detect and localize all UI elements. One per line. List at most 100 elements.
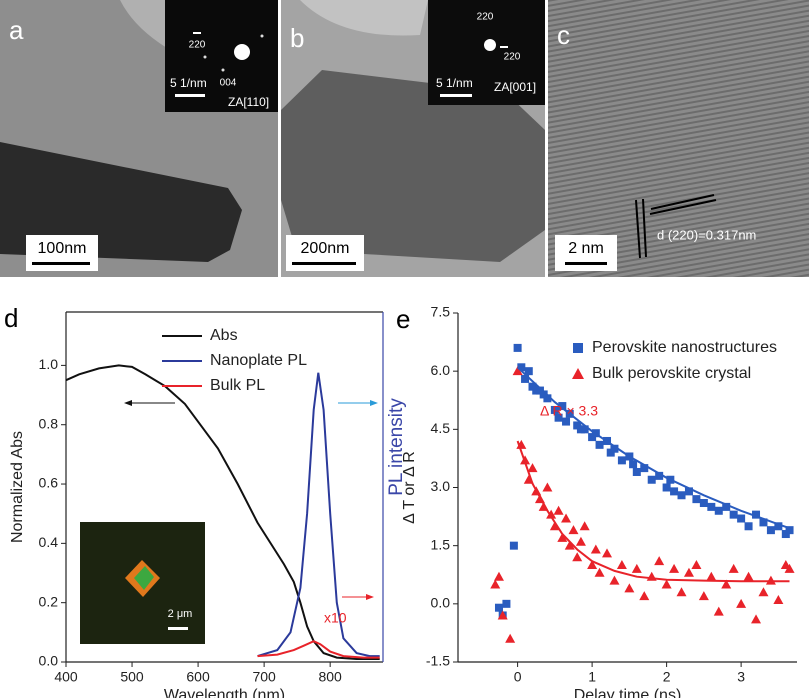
scale-label: 2 nm bbox=[568, 240, 604, 257]
x-tick-label: 3 bbox=[737, 669, 745, 685]
data-point bbox=[602, 548, 612, 557]
diffraction-spot bbox=[484, 39, 496, 51]
zone-axis: ZA[001] bbox=[494, 80, 536, 94]
figure: 220 004 5 1/nm ZA[110] 100nm a 220 220 5… bbox=[0, 0, 809, 698]
data-point bbox=[490, 579, 500, 588]
panel-label: e bbox=[396, 304, 410, 334]
data-point bbox=[595, 568, 605, 577]
scale-bar bbox=[565, 262, 607, 265]
scale-bar bbox=[440, 94, 472, 97]
y-tick-label: 0.2 bbox=[39, 593, 59, 609]
scale-bar bbox=[32, 262, 90, 265]
data-point bbox=[494, 572, 504, 581]
d-spacing: d (220)=0.317nm bbox=[657, 227, 756, 242]
data-point bbox=[648, 476, 656, 484]
x-tick-label: 1 bbox=[588, 669, 596, 685]
diffraction-spot bbox=[234, 44, 250, 60]
data-point bbox=[773, 595, 783, 604]
legend-swatch bbox=[573, 343, 583, 353]
y-tick-label: 6.0 bbox=[431, 362, 451, 378]
x-tick-label: 400 bbox=[54, 669, 78, 685]
x-tick-label: 2 bbox=[663, 669, 671, 685]
data-point bbox=[654, 556, 664, 565]
data-point bbox=[736, 599, 746, 608]
data-point bbox=[669, 564, 679, 573]
data-point bbox=[514, 344, 522, 352]
y-axis-label: Normalized Abs bbox=[9, 431, 26, 543]
data-point bbox=[561, 514, 571, 523]
data-point bbox=[495, 604, 503, 612]
x-tick-label: 0 bbox=[514, 669, 522, 685]
scale-bar bbox=[168, 627, 188, 630]
data-point bbox=[758, 587, 768, 596]
diffraction-spot bbox=[261, 35, 264, 38]
legend-label: Perovskite nanostructures bbox=[592, 339, 777, 356]
panel-label: b bbox=[290, 23, 304, 53]
data-point bbox=[617, 560, 627, 569]
x-tick-label: 600 bbox=[186, 669, 210, 685]
y-tick-label: 1.0 bbox=[39, 356, 59, 372]
data-point bbox=[576, 537, 586, 546]
arrow-head bbox=[124, 400, 132, 406]
data-point bbox=[730, 511, 738, 519]
data-point bbox=[670, 487, 678, 495]
data-point bbox=[629, 460, 637, 468]
scale-bar bbox=[175, 94, 205, 97]
panel-label: c bbox=[557, 20, 570, 50]
y-tick-label: -1.5 bbox=[426, 653, 450, 669]
y-tick-label: 0.0 bbox=[431, 595, 451, 611]
data-point bbox=[618, 456, 626, 464]
data-point bbox=[700, 499, 708, 507]
inset-scale: 5 1/nm bbox=[170, 76, 207, 90]
data-point bbox=[639, 591, 649, 600]
scale-label: 200nm bbox=[301, 240, 350, 257]
data-point bbox=[715, 507, 723, 515]
x-axis-label: Delay time (ns) bbox=[574, 687, 682, 698]
y-tick-label: 7.5 bbox=[431, 304, 451, 320]
legend-label: Abs bbox=[210, 327, 238, 344]
data-point bbox=[737, 515, 745, 523]
inset-label: 220 bbox=[477, 12, 494, 23]
x-axis-label: Wavelength (nm) bbox=[164, 687, 285, 698]
inset-label: 220 bbox=[504, 52, 521, 63]
data-point bbox=[678, 491, 686, 499]
data-point bbox=[568, 525, 578, 534]
panel-b: 220 220 5 1/nm ZA[001] 200nm b bbox=[281, 0, 545, 277]
legend-label: Nanoplate PL bbox=[210, 352, 307, 369]
inset-scale: 5 1/nm bbox=[436, 76, 473, 90]
scale-bar bbox=[292, 262, 356, 265]
y-tick-label: 1.5 bbox=[431, 536, 451, 552]
scale-label: 100nm bbox=[38, 240, 87, 257]
data-point bbox=[729, 564, 739, 573]
data-point bbox=[591, 545, 601, 554]
arrow-head bbox=[370, 400, 378, 406]
panel-label: d bbox=[4, 303, 18, 333]
data-point bbox=[554, 506, 564, 515]
diffraction-spot bbox=[204, 56, 207, 59]
data-point bbox=[691, 560, 701, 569]
x-tick-label: 500 bbox=[120, 669, 144, 685]
panel-label: a bbox=[9, 15, 24, 45]
inset-label: 004 bbox=[220, 78, 237, 89]
x-tick-label: 700 bbox=[252, 669, 276, 685]
data-point bbox=[624, 583, 634, 592]
data-point bbox=[609, 576, 619, 585]
data-point bbox=[692, 495, 700, 503]
marker bbox=[193, 32, 201, 34]
panel-a: 220 004 5 1/nm ZA[110] 100nm a bbox=[0, 0, 278, 277]
y-tick-label: 0.6 bbox=[39, 475, 59, 491]
data-point bbox=[684, 568, 694, 577]
series-line bbox=[518, 367, 790, 528]
diffraction-spot bbox=[222, 69, 225, 72]
y-tick-label: 3.0 bbox=[431, 478, 451, 494]
y-tick-label: 4.5 bbox=[431, 420, 451, 436]
legend-label: Bulk perovskite crystal bbox=[592, 365, 751, 382]
series-line bbox=[258, 373, 380, 656]
legend-label: Bulk PL bbox=[210, 377, 265, 394]
zone-axis: ZA[110] bbox=[228, 95, 269, 109]
inset-scale: 2 μm bbox=[168, 608, 193, 620]
inset-label: 220 bbox=[189, 40, 206, 51]
y-tick-label: 0.4 bbox=[39, 534, 59, 550]
annotation: Δ R × 3.3 bbox=[540, 403, 598, 419]
pl-inset: 2 μm bbox=[80, 522, 205, 644]
